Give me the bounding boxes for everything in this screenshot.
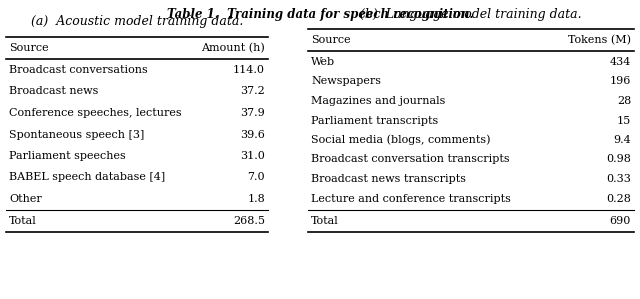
Text: 114.0: 114.0 — [233, 65, 265, 75]
Text: Total: Total — [9, 216, 36, 226]
Text: Spontaneous speech [3]: Spontaneous speech [3] — [9, 129, 145, 140]
Text: Social media (blogs, comments): Social media (blogs, comments) — [311, 135, 490, 145]
Text: Parliament transcripts: Parliament transcripts — [311, 115, 438, 126]
Text: 15: 15 — [617, 115, 631, 126]
Text: 37.2: 37.2 — [240, 86, 265, 97]
Text: 1.8: 1.8 — [247, 194, 265, 204]
Text: Broadcast news transcripts: Broadcast news transcripts — [311, 174, 466, 184]
Text: 0.98: 0.98 — [606, 155, 631, 164]
Text: 7.0: 7.0 — [248, 173, 265, 182]
Text: Source: Source — [311, 35, 351, 45]
Text: Table 1.  Training data for speech recognition.: Table 1. Training data for speech recogn… — [167, 8, 473, 21]
Text: Broadcast conversations: Broadcast conversations — [9, 65, 148, 75]
Text: 37.9: 37.9 — [240, 108, 265, 118]
Text: 434: 434 — [610, 57, 631, 67]
Text: Tokens (M): Tokens (M) — [568, 35, 631, 45]
Text: Lecture and conference transcripts: Lecture and conference transcripts — [311, 193, 511, 204]
Text: Parliament speeches: Parliament speeches — [9, 151, 125, 161]
Text: 0.28: 0.28 — [606, 193, 631, 204]
Text: 39.6: 39.6 — [240, 129, 265, 140]
Text: Amount (h): Amount (h) — [201, 43, 265, 53]
Text: Source: Source — [9, 43, 49, 53]
Text: Newspapers: Newspapers — [311, 77, 381, 86]
Text: 690: 690 — [610, 216, 631, 225]
Text: 31.0: 31.0 — [240, 151, 265, 161]
Text: Conference speeches, lectures: Conference speeches, lectures — [9, 108, 182, 118]
Text: 268.5: 268.5 — [233, 216, 265, 226]
Text: Total: Total — [311, 216, 339, 225]
Text: Magazines and journals: Magazines and journals — [311, 96, 445, 106]
Text: Web: Web — [311, 57, 335, 67]
Text: 28: 28 — [617, 96, 631, 106]
Text: Broadcast conversation transcripts: Broadcast conversation transcripts — [311, 155, 509, 164]
Text: 196: 196 — [610, 77, 631, 86]
Text: Broadcast news: Broadcast news — [9, 86, 99, 97]
Text: 0.33: 0.33 — [606, 174, 631, 184]
Text: 9.4: 9.4 — [613, 135, 631, 145]
Text: (b)  Language model training data.: (b) Language model training data. — [360, 8, 582, 21]
Text: (a)  Acoustic model training data.: (a) Acoustic model training data. — [31, 15, 243, 28]
Text: Other: Other — [9, 194, 42, 204]
Text: BABEL speech database [4]: BABEL speech database [4] — [9, 173, 165, 182]
